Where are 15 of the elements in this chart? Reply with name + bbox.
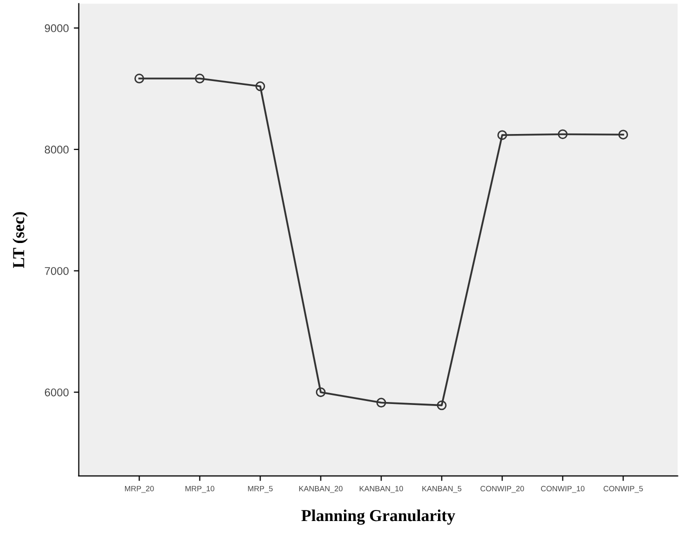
point: [255, 81, 266, 92]
point: [134, 74, 144, 84]
point: [436, 400, 447, 410]
y-tick-label: 9000: [44, 24, 69, 32]
point: [558, 129, 568, 140]
point: [497, 130, 508, 140]
y-axis-title: LT (sec): [12, 212, 28, 268]
x-axis-title: Planning Granularity: [301, 509, 456, 525]
point: [618, 130, 628, 140]
y-tick-label: 7000: [44, 267, 69, 275]
y-tick-label: 8000: [44, 146, 69, 154]
point: [194, 74, 205, 84]
point: [316, 387, 326, 398]
y-tick-label: 6000: [44, 388, 69, 396]
point: [376, 398, 386, 408]
